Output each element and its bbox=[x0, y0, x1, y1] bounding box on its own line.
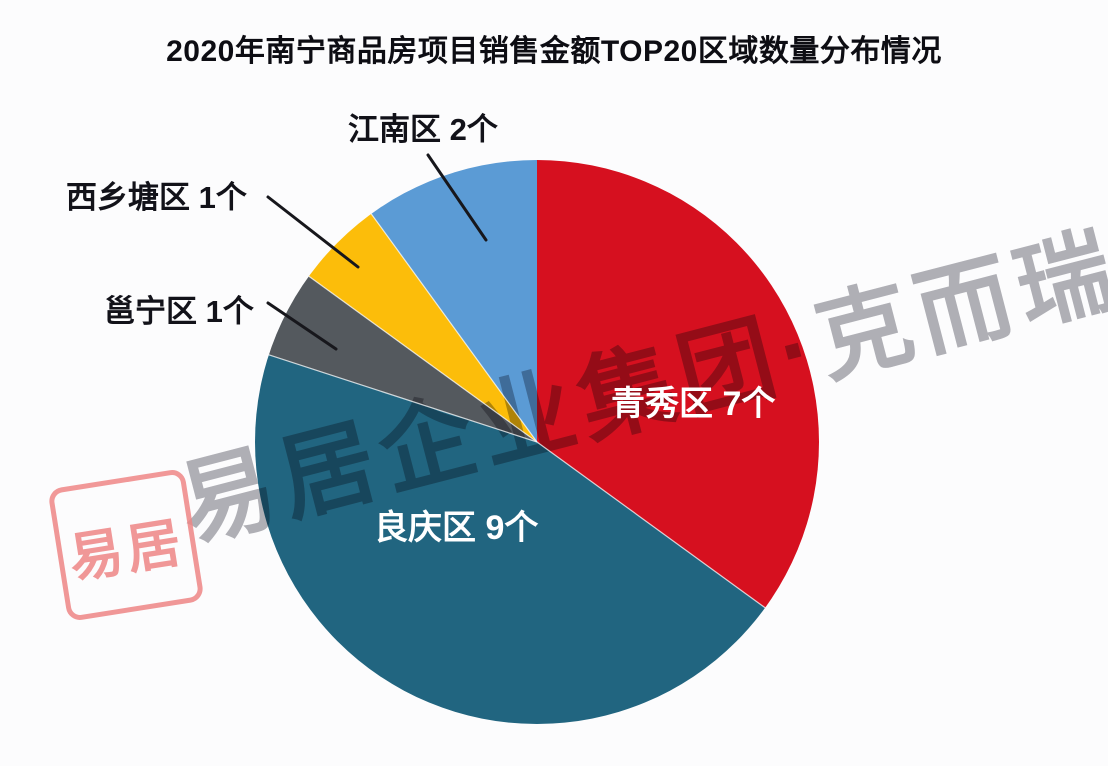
pie-chart bbox=[255, 160, 819, 724]
label-qingxiu: 青秀区 7个 bbox=[611, 385, 776, 423]
company-seal: 易居 bbox=[47, 468, 205, 622]
company-seal-text: 易居 bbox=[64, 511, 189, 590]
label-yongning: 邕宁区 1个 bbox=[104, 294, 254, 329]
label-xixiangtang: 西乡塘区 1个 bbox=[66, 180, 247, 215]
chart-title: 2020年南宁商品房项目销售金额TOP20区域数量分布情况 bbox=[166, 35, 942, 68]
label-liangqing: 良庆区 9个 bbox=[374, 509, 539, 547]
label-jiangnan: 江南区 2个 bbox=[348, 112, 498, 147]
